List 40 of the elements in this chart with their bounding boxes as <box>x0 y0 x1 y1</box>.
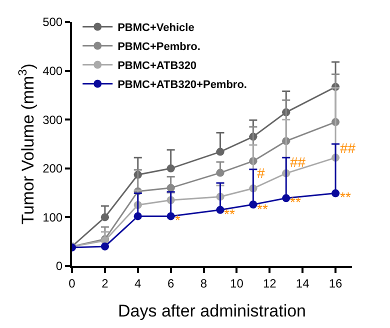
point <box>282 194 290 202</box>
point <box>216 148 224 156</box>
annotation: ** <box>224 206 236 222</box>
point <box>100 242 109 250</box>
point <box>166 164 175 172</box>
x-tick-label: 12 <box>262 276 277 290</box>
x-tick-label: 2 <box>102 276 109 290</box>
point <box>332 189 340 198</box>
annotation: * <box>175 212 181 228</box>
x-tick-label: 14 <box>296 276 310 290</box>
x-tick-label: 4 <box>134 276 142 290</box>
legend-label: PBMC+Pembro. <box>118 41 200 54</box>
point <box>134 212 142 220</box>
y-tick-label: 200 <box>42 162 63 176</box>
x-tick-label: 6 <box>167 276 174 290</box>
legend-label: PBMC+Vehicle <box>118 22 194 34</box>
point <box>249 200 258 209</box>
point <box>166 184 175 192</box>
annotation: ** <box>340 189 352 205</box>
point <box>166 212 175 220</box>
x-tick-label: 0 <box>68 276 76 290</box>
y-tick-label: 300 <box>42 112 63 127</box>
y-tick-label: 500 <box>42 15 63 30</box>
legend-label: PBMC+ATB320 <box>118 60 197 72</box>
point <box>216 168 224 177</box>
annotation: ## <box>340 140 356 156</box>
x-tick-label: 8 <box>200 276 208 290</box>
legend-label: PBMC+ATB320+Pembro. <box>118 79 247 92</box>
annotation: # <box>257 165 265 181</box>
x-axis-title: Days after administration <box>118 301 306 320</box>
x-tick-label: 10 <box>230 276 244 290</box>
annotation: ## <box>290 154 306 170</box>
y-tick-label: 0 <box>56 259 63 274</box>
x-tick-label: 16 <box>328 276 343 290</box>
y-tick-label: 100 <box>42 210 63 224</box>
y-tick-label: 400 <box>42 64 63 78</box>
point <box>100 213 109 222</box>
point <box>216 206 224 214</box>
annotation: ** <box>290 194 302 210</box>
annotation: ** <box>257 201 268 217</box>
